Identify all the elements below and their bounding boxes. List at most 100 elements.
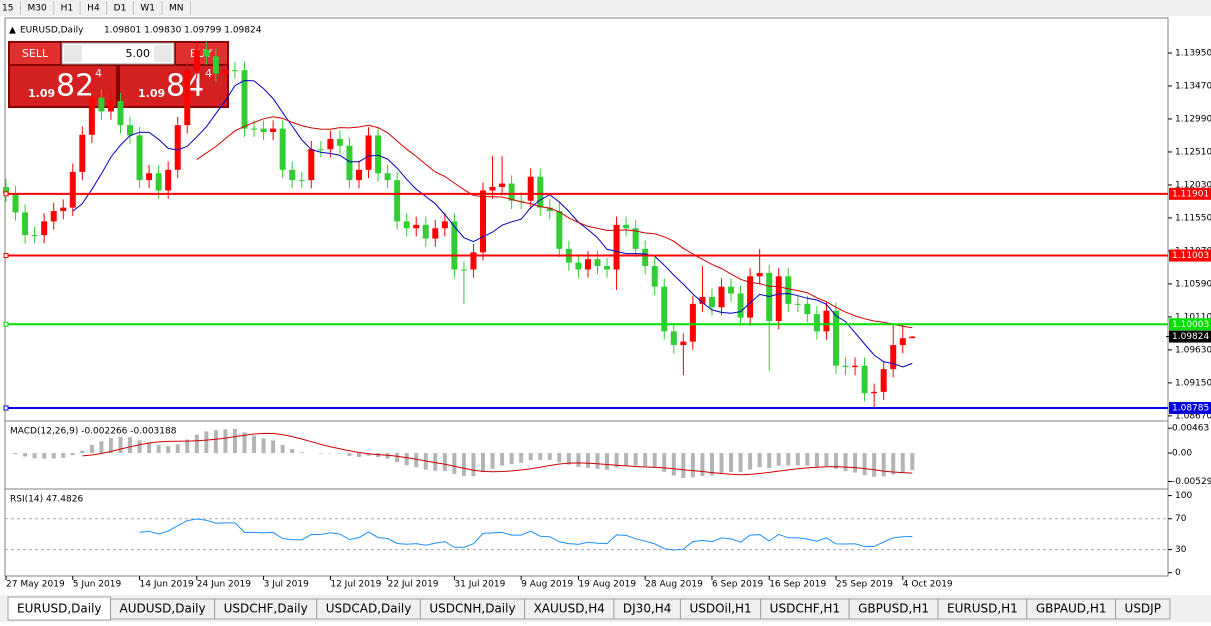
candle-body <box>423 225 429 239</box>
rsi-tick-label: 100 <box>1175 491 1192 501</box>
tab[interactable]: EURUSD,Daily <box>8 597 111 620</box>
candle-body <box>680 342 686 345</box>
x-tick-label: 14 Jun 2019 <box>140 580 194 590</box>
candle-body <box>337 139 343 146</box>
timeframe-button[interactable]: M30 <box>27 4 46 14</box>
y-tick-label: 1.09150 <box>1175 378 1211 388</box>
candle-body <box>289 170 295 180</box>
macd-tick-label: -0.005299 <box>1172 477 1211 487</box>
candle-body <box>117 101 123 125</box>
timeframe-button[interactable]: W1 <box>140 4 155 14</box>
tab[interactable]: GBPUSD,H1 <box>849 599 938 619</box>
candle-body <box>814 314 820 331</box>
candle-body <box>79 135 85 172</box>
tab-label: USDCHF,Daily <box>224 602 308 616</box>
candle-body <box>308 149 314 180</box>
candle-body <box>356 170 362 180</box>
candle-body <box>280 129 286 170</box>
tab[interactable]: USDCHF,H1 <box>761 599 849 619</box>
tab[interactable]: AUDUSD,Daily <box>111 599 215 619</box>
x-tick-label: 19 Aug 2019 <box>578 580 636 590</box>
candle-body <box>222 70 228 73</box>
tab-label: USDCHF,H1 <box>770 602 840 616</box>
tab[interactable]: USDCAD,Daily <box>317 599 421 619</box>
timeframe-button[interactable]: MN <box>169 4 184 14</box>
candle-body <box>490 187 496 190</box>
tab[interactable]: EURUSD,H1 <box>938 599 1027 619</box>
macd-bar <box>691 453 695 477</box>
macd-bar <box>815 453 819 467</box>
candle-body <box>22 212 28 235</box>
x-tick-label: 25 Sep 2019 <box>836 580 893 590</box>
timeframe-button[interactable]: 15 <box>2 4 13 14</box>
candle-body <box>156 173 162 190</box>
macd-bar <box>910 453 914 470</box>
macd-bar <box>805 453 809 466</box>
macd-bar <box>290 449 294 453</box>
ohlc: 1.09801 1.09830 1.09799 1.09824 <box>104 26 262 36</box>
tab[interactable]: USDCHF,Daily <box>215 599 317 619</box>
macd-bar <box>414 453 418 467</box>
level-label: 1.11003 <box>1172 251 1209 261</box>
level-handle <box>4 406 8 410</box>
candle-body <box>757 273 763 276</box>
candle-body <box>528 177 534 201</box>
candle-body <box>194 50 200 71</box>
candle-body <box>394 180 400 221</box>
macd-bar <box>739 453 743 472</box>
rsi-tick-label: 0 <box>1175 568 1181 578</box>
macd-bar <box>395 453 399 462</box>
macd-bar <box>672 453 676 476</box>
macd-bar <box>767 453 771 468</box>
tab[interactable]: GBPAUD,H1 <box>1027 599 1116 619</box>
candle-body <box>881 369 887 392</box>
candle-body <box>719 287 725 308</box>
macd-bar <box>195 435 199 453</box>
tab-label: GBPAUD,H1 <box>1036 602 1107 616</box>
tab-label: USDOil,H1 <box>689 602 751 616</box>
candle-body <box>299 180 305 181</box>
lot-value: 5.00 <box>126 47 151 60</box>
candle-body <box>556 211 562 249</box>
level-label: 1.08785 <box>1172 403 1209 413</box>
symbol: EURUSD,Daily <box>20 26 84 36</box>
price-point: 4 <box>205 67 212 80</box>
tab[interactable]: XAUUSD,H4 <box>525 599 614 619</box>
tab[interactable]: USDJP <box>1116 599 1170 619</box>
macd-bar <box>538 453 542 460</box>
sell-label: SELL <box>22 47 49 60</box>
macd-bar <box>338 453 342 454</box>
level-handle <box>4 322 8 326</box>
x-tick-label: 9 Aug 2019 <box>521 580 573 590</box>
candle-body <box>51 211 57 221</box>
timeframe-button[interactable]: H4 <box>87 4 100 14</box>
macd-bar <box>824 453 828 466</box>
timeframe-button[interactable]: D1 <box>114 4 127 14</box>
tab[interactable]: USDOil,H1 <box>680 599 760 619</box>
candle-body <box>270 129 276 132</box>
lot-down[interactable] <box>64 45 82 62</box>
macd-bar <box>576 453 580 467</box>
macd-bar <box>33 453 37 458</box>
macd-bar <box>758 453 762 467</box>
candle-body <box>318 149 324 150</box>
candle-body <box>41 221 47 235</box>
timeframe-button[interactable]: H1 <box>61 4 74 14</box>
candle-body <box>213 56 219 73</box>
macd-bar <box>319 453 323 454</box>
candle-body <box>366 135 372 169</box>
macd-bar <box>405 453 409 465</box>
macd-bar <box>586 453 590 468</box>
candle-body <box>413 225 419 228</box>
price-big: 1.09 <box>138 87 165 100</box>
tab[interactable]: USDCNH,Daily <box>420 599 524 619</box>
lot-up[interactable] <box>154 45 172 62</box>
tab-label: EURUSD,H1 <box>947 602 1018 616</box>
tab[interactable]: DJ30,H4 <box>614 599 681 619</box>
macd-bar <box>23 453 27 456</box>
candle-body <box>652 266 658 287</box>
x-tick-label: 28 Aug 2019 <box>645 580 703 590</box>
candle-body <box>614 225 620 270</box>
price-big: 1.09 <box>28 87 55 100</box>
